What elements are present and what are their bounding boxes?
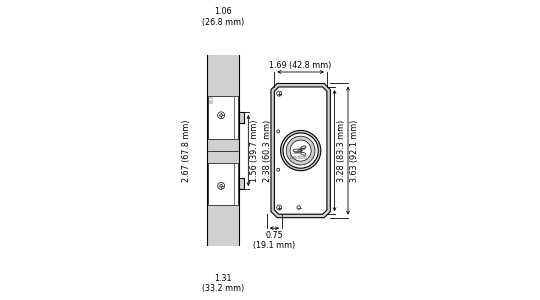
Polygon shape bbox=[274, 87, 327, 214]
Circle shape bbox=[286, 136, 315, 165]
Circle shape bbox=[276, 168, 280, 171]
Circle shape bbox=[218, 182, 225, 189]
Text: 3.28 (83.3 mm): 3.28 (83.3 mm) bbox=[337, 119, 346, 182]
Circle shape bbox=[233, 254, 236, 257]
Circle shape bbox=[281, 130, 321, 171]
Text: 1.31
(33.2 mm): 1.31 (33.2 mm) bbox=[202, 274, 244, 293]
Bar bbox=[214, 250, 232, 261]
Bar bbox=[239, 178, 244, 189]
Circle shape bbox=[220, 114, 222, 117]
Text: 3.63 (92.1 mm): 3.63 (92.1 mm) bbox=[350, 119, 359, 182]
Bar bbox=[208, 96, 238, 139]
Bar bbox=[239, 112, 244, 123]
Bar bbox=[207, 51, 239, 250]
Text: 1.56 (39.7 mm): 1.56 (39.7 mm) bbox=[249, 119, 259, 182]
Text: Leviton: Leviton bbox=[290, 155, 308, 160]
Ellipse shape bbox=[293, 149, 302, 152]
Circle shape bbox=[276, 91, 282, 96]
Ellipse shape bbox=[301, 146, 306, 149]
Circle shape bbox=[276, 205, 282, 210]
Text: 1.06
(26.8 mm): 1.06 (26.8 mm) bbox=[202, 7, 244, 27]
Bar bbox=[208, 163, 238, 206]
Text: 0.75
(19.1 mm): 0.75 (19.1 mm) bbox=[253, 230, 295, 250]
Circle shape bbox=[290, 140, 311, 161]
Text: 2.38 (60.3 mm): 2.38 (60.3 mm) bbox=[263, 119, 272, 182]
Circle shape bbox=[276, 130, 280, 133]
Bar bbox=[214, 40, 232, 51]
Text: 2.67 (67.8 mm): 2.67 (67.8 mm) bbox=[182, 119, 191, 182]
Polygon shape bbox=[271, 83, 330, 218]
Circle shape bbox=[233, 44, 236, 47]
Circle shape bbox=[220, 184, 222, 187]
Circle shape bbox=[297, 206, 300, 209]
Circle shape bbox=[283, 133, 318, 168]
Ellipse shape bbox=[301, 152, 306, 155]
Circle shape bbox=[218, 112, 225, 119]
Text: 1.69 (42.8 mm): 1.69 (42.8 mm) bbox=[269, 61, 332, 70]
